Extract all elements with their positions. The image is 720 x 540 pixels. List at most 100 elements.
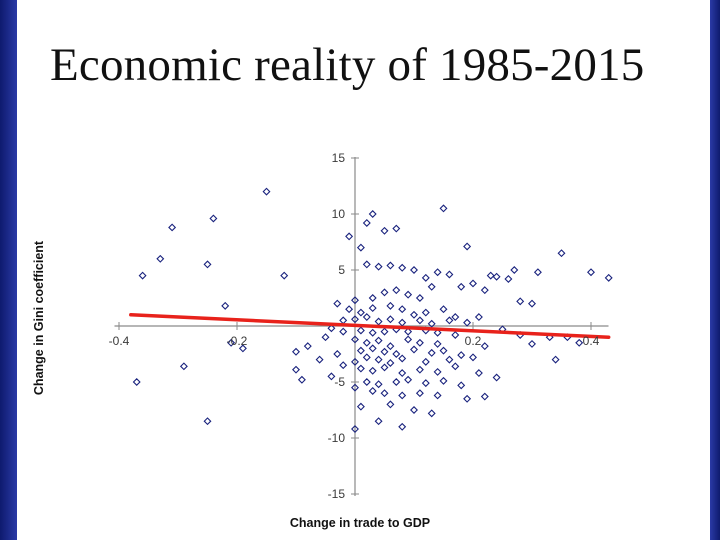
- data-point: [386, 400, 395, 409]
- data-point: [439, 305, 448, 314]
- data-point: [398, 369, 407, 378]
- data-point: [292, 365, 300, 374]
- data-point: [380, 363, 389, 372]
- data-point: [339, 361, 348, 370]
- data-point: [398, 422, 407, 431]
- data-point: [528, 299, 536, 308]
- data-point: [474, 369, 483, 378]
- chart-labels: -0.4 -0.2 0.2 0.4 15 10 5 -5 -10 -15 Change in tra…: [32, 151, 600, 530]
- data-point: [351, 383, 359, 392]
- data-point: [339, 327, 348, 336]
- data-point: [327, 372, 336, 381]
- data-point: [303, 342, 312, 351]
- data-point: [386, 261, 395, 270]
- data-point: [356, 402, 365, 411]
- data-point: [427, 409, 436, 418]
- data-point: [604, 273, 613, 282]
- data-point: [457, 381, 466, 390]
- data-point: [368, 386, 377, 395]
- data-point: [179, 362, 188, 371]
- data-point: [333, 350, 342, 358]
- data-point: [528, 339, 536, 348]
- x-tick-label: 0.2: [465, 334, 482, 348]
- data-point: [203, 417, 212, 426]
- data-point: [356, 346, 365, 355]
- data-point: [386, 301, 395, 310]
- data-point: [463, 394, 472, 403]
- data-point: [415, 365, 424, 374]
- data-point: [132, 378, 141, 386]
- data-point: [469, 353, 477, 362]
- data-point: [356, 326, 365, 335]
- data-point: [368, 304, 377, 313]
- y-tick-label: -15: [328, 487, 346, 501]
- data-point: [362, 218, 371, 227]
- data-point: [427, 348, 436, 357]
- data-point: [138, 271, 147, 280]
- data-point: [433, 391, 442, 400]
- data-point: [415, 316, 424, 325]
- data-point: [351, 296, 359, 305]
- data-point: [368, 210, 377, 218]
- data-point: [463, 318, 472, 327]
- data-point: [321, 333, 330, 342]
- y-tick-label: 10: [332, 207, 346, 221]
- data-point: [392, 350, 401, 358]
- data-point: [374, 336, 383, 345]
- data-point: [415, 389, 424, 398]
- data-point: [297, 375, 306, 384]
- data-point: [392, 286, 401, 295]
- data-point: [433, 339, 442, 348]
- data-point: [356, 243, 365, 252]
- data-point: [380, 226, 389, 235]
- data-point: [380, 389, 389, 398]
- data-point: [415, 294, 424, 302]
- data-point: [356, 308, 365, 317]
- data-point: [368, 294, 377, 302]
- data-point: [238, 344, 247, 353]
- x-tick-label: -0.4: [109, 334, 130, 348]
- data-point: [203, 260, 212, 269]
- data-point: [368, 344, 377, 353]
- data-point: [439, 204, 448, 213]
- data-point: [457, 282, 466, 291]
- data-point: [486, 271, 495, 280]
- data-point: [451, 330, 460, 339]
- data-points: [132, 187, 613, 434]
- data-point: [427, 282, 436, 291]
- data-point: [380, 347, 389, 356]
- data-point: [474, 313, 483, 322]
- data-point: [398, 391, 407, 400]
- data-point: [362, 378, 371, 386]
- data-point: [410, 266, 418, 274]
- data-point: [262, 187, 271, 196]
- data-point: [227, 338, 236, 347]
- data-point: [404, 290, 413, 299]
- data-point: [380, 288, 389, 297]
- data-point: [368, 328, 377, 337]
- y-tick-label: 15: [332, 151, 346, 165]
- data-point: [392, 378, 401, 386]
- y-tick-label: -5: [334, 375, 345, 389]
- data-point: [327, 324, 336, 333]
- data-point: [374, 317, 383, 326]
- data-point: [463, 242, 472, 251]
- data-point: [557, 249, 566, 258]
- data-point: [504, 274, 513, 283]
- data-point: [404, 327, 413, 336]
- data-point: [587, 268, 595, 277]
- data-point: [386, 358, 395, 367]
- trendline: [129, 313, 611, 339]
- y-tick-label: 5: [338, 263, 345, 277]
- trendline-group: [129, 313, 611, 339]
- data-point: [410, 345, 418, 354]
- data-point: [551, 355, 560, 364]
- slide-title: Economic reality of 1985-2015: [50, 39, 645, 91]
- data-point: [575, 338, 584, 347]
- data-point: [433, 268, 442, 277]
- data-point: [333, 299, 342, 308]
- data-point: [280, 271, 289, 280]
- data-point: [374, 417, 383, 426]
- data-point: [404, 335, 413, 344]
